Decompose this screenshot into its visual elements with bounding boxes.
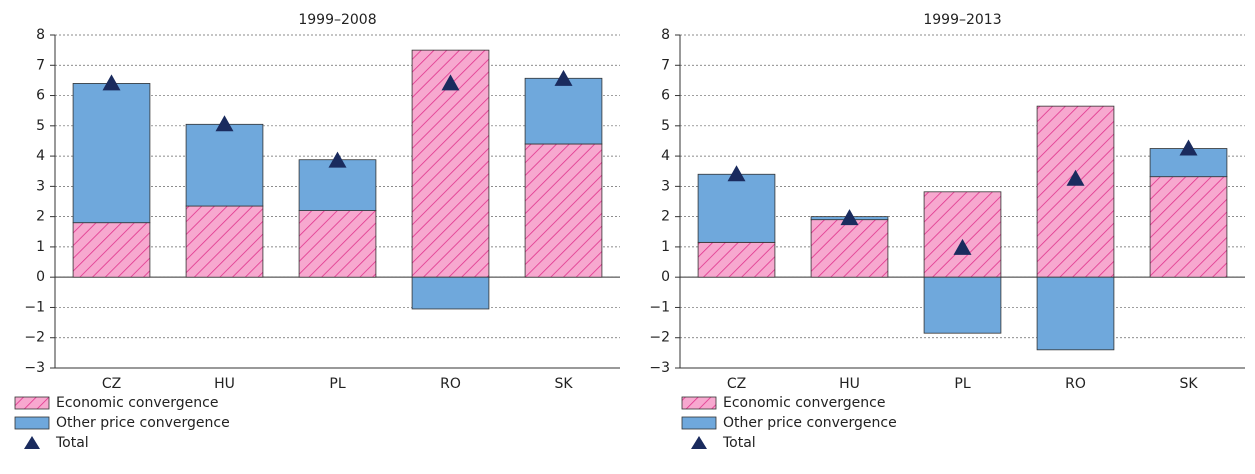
bar-segment <box>72 83 151 224</box>
bar-segment <box>298 210 377 278</box>
legend-swatch <box>14 396 50 410</box>
x-tick-label: RO <box>440 376 461 392</box>
y-tick-label: 8 <box>661 27 670 43</box>
y-tick-label: 4 <box>661 148 670 164</box>
x-tick-label: SK <box>554 376 573 392</box>
legend-swatch <box>14 416 50 430</box>
bar-segment <box>185 123 264 207</box>
y-tick-label: −2 <box>649 330 670 346</box>
x-tick-label: RO <box>1065 376 1086 392</box>
bar-segment <box>810 219 889 278</box>
y-tick-label: −3 <box>649 360 670 376</box>
bar-segment <box>411 276 490 310</box>
y-tick-label: 0 <box>36 269 45 285</box>
total-marker <box>328 151 347 168</box>
x-tick-label: PL <box>329 376 345 392</box>
total-marker <box>840 209 859 226</box>
bar-segment <box>1149 176 1228 278</box>
y-tick-label: 2 <box>661 209 670 225</box>
total-marker <box>1179 139 1198 156</box>
x-tick-label: PL <box>954 376 970 392</box>
legend-marker <box>24 436 40 449</box>
legend-label: Economic convergence <box>723 395 885 411</box>
bar-segment <box>1036 276 1115 351</box>
chart-title: 1999–2008 <box>298 12 376 28</box>
bar-segment <box>524 77 603 145</box>
x-tick-label: CZ <box>102 376 121 392</box>
legend-label: Total <box>55 435 89 451</box>
legend-swatch <box>681 396 717 410</box>
total-marker <box>554 69 573 86</box>
bar-segment <box>298 159 377 211</box>
chart-title: 1999–2013 <box>923 12 1001 28</box>
y-tick-label: 5 <box>661 118 670 134</box>
total-marker <box>441 74 460 91</box>
bar-segment <box>1036 105 1115 278</box>
bar-segment <box>923 276 1002 334</box>
y-tick-label: 0 <box>661 269 670 285</box>
y-tick-label: 1 <box>661 239 670 255</box>
legend-marker <box>691 436 707 449</box>
bar-segment <box>697 241 776 278</box>
y-tick-label: 3 <box>36 178 45 194</box>
y-tick-label: 1 <box>36 239 45 255</box>
bar-segment <box>923 191 1002 278</box>
y-tick-label: 8 <box>36 27 45 43</box>
total-marker <box>102 74 121 91</box>
legend-label: Total <box>722 435 756 451</box>
y-tick-label: 6 <box>661 88 670 104</box>
total-marker <box>215 115 234 132</box>
y-tick-label: 7 <box>36 57 45 73</box>
legend-label: Other price convergence <box>56 415 230 431</box>
y-tick-label: −1 <box>649 299 670 315</box>
x-tick-label: HU <box>214 376 235 392</box>
y-tick-label: −1 <box>24 299 45 315</box>
bar-segment <box>697 173 776 243</box>
total-marker <box>727 165 746 182</box>
total-marker <box>953 238 972 255</box>
y-tick-label: 4 <box>36 148 45 164</box>
legend-label: Economic convergence <box>56 395 218 411</box>
legend-swatch <box>681 416 717 430</box>
y-tick-label: 3 <box>661 178 670 194</box>
y-tick-label: 2 <box>36 209 45 225</box>
bar-segment <box>185 205 264 278</box>
x-tick-label: HU <box>839 376 860 392</box>
y-tick-label: 6 <box>36 88 45 104</box>
x-tick-label: CZ <box>727 376 746 392</box>
y-tick-label: 5 <box>36 118 45 134</box>
bar-segment <box>524 143 603 278</box>
y-tick-label: −2 <box>24 330 45 346</box>
y-tick-label: −3 <box>24 360 45 376</box>
y-tick-label: 7 <box>661 57 670 73</box>
total-marker <box>1066 169 1085 186</box>
x-tick-label: SK <box>1179 376 1198 392</box>
legend-label: Other price convergence <box>723 415 897 431</box>
bar-segment <box>72 222 151 278</box>
